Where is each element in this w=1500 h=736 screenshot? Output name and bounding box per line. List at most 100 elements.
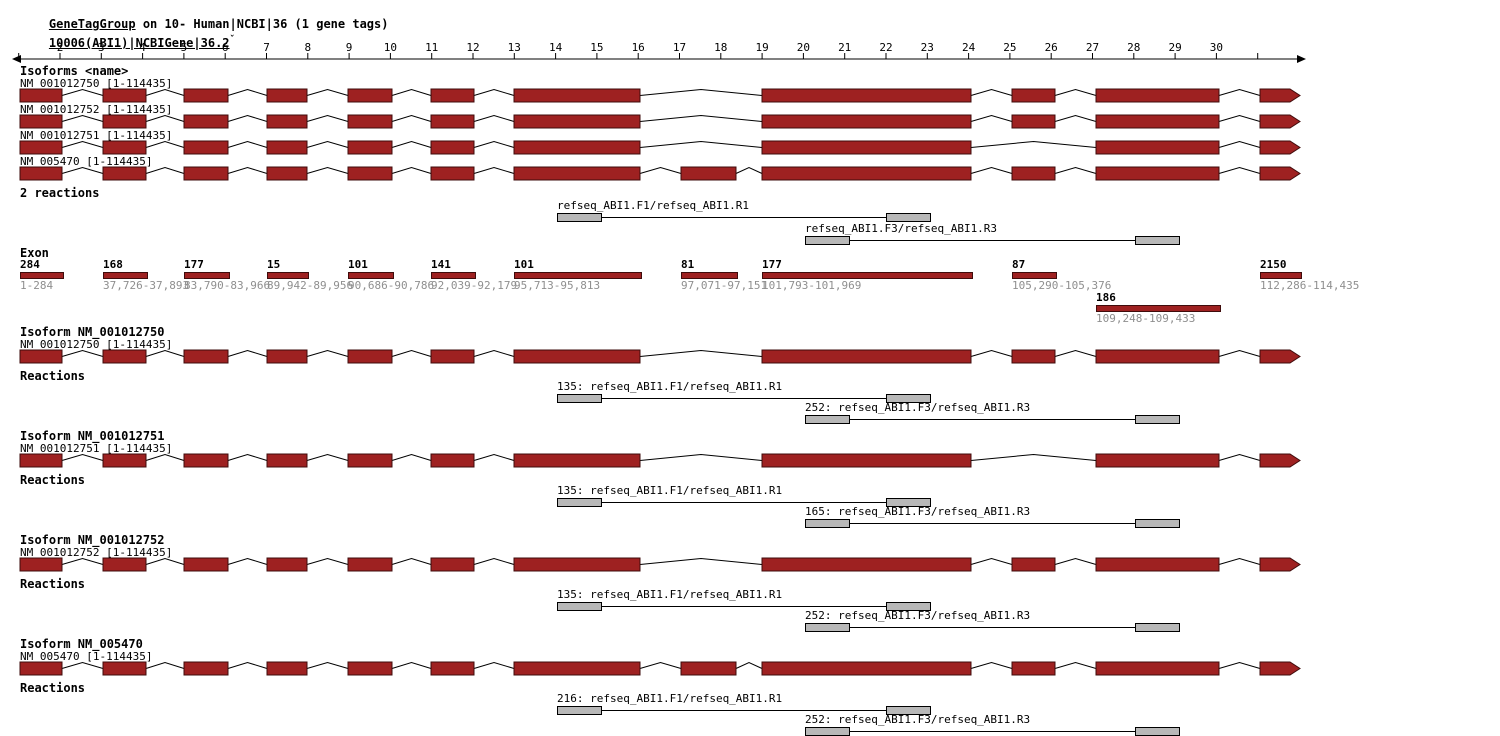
exon-box <box>1095 140 1220 155</box>
track-label-nm-001012751: NM_001012751 [1-114435] <box>20 129 173 142</box>
ruler-tick-label: 8 <box>304 41 311 54</box>
exon-entry: 101 95,713-95,813 <box>514 259 642 291</box>
forward-primer-box <box>805 727 850 736</box>
exon-box <box>761 166 972 181</box>
exon-box <box>266 557 308 572</box>
exon-box <box>513 114 641 129</box>
exon-bar <box>20 272 64 279</box>
intron-line <box>145 557 185 565</box>
exon-box <box>761 349 972 364</box>
intron-line <box>970 661 1013 669</box>
exon-coordinates: 90,686-90,786 <box>348 279 435 292</box>
intron-line <box>1218 88 1261 96</box>
track-label: NM_001012750 [1-114435] <box>20 338 173 351</box>
reaction-label: refseq_ABI1.F3/refseq_ABI1.R3 <box>805 222 998 235</box>
intron-line <box>1218 557 1261 565</box>
ruler-tick-label: 27 <box>1086 41 1099 54</box>
exon-box-terminal-arrow <box>1259 349 1301 364</box>
intron-line <box>639 661 682 669</box>
intron-line <box>61 557 104 565</box>
intron-line <box>391 88 432 96</box>
exon-box <box>183 453 229 468</box>
isoform-section-nm-001012752: Isoform NM_001012752 NM_001012752 [1-114… <box>0 533 1500 635</box>
exon-entry: 177 83,790-83,966 <box>184 259 270 291</box>
exon-bar <box>514 272 642 279</box>
forward-primer-box <box>557 706 602 715</box>
intron-line <box>639 349 763 357</box>
gene-tag-group-link[interactable]: GeneTagGroup <box>48 17 136 31</box>
intron-line <box>473 114 515 122</box>
exon-box <box>1011 557 1056 572</box>
isoform-section-heading: Isoform NM_001012752 <box>20 533 165 547</box>
intron-line <box>639 557 763 565</box>
ruler-tick-label: 10 <box>384 41 397 54</box>
intron-line <box>227 114 268 122</box>
exon-box <box>430 140 475 155</box>
amplicon-line <box>600 606 886 607</box>
exon-box <box>183 349 229 364</box>
exon-coordinates: 112,286-114,435 <box>1260 279 1360 292</box>
exon-box <box>19 661 63 676</box>
reverse-primer-box <box>886 213 931 222</box>
exon-box <box>266 88 308 103</box>
ruler-tick-label: 6 <box>222 41 229 54</box>
intron-line <box>639 114 763 122</box>
exon-box <box>19 114 63 129</box>
header-context-text: on 10- Human|NCBI|36 (1 gene tags) <box>135 17 389 31</box>
exon-box <box>1095 88 1220 103</box>
isoform-section-nm-001012750: Isoform NM_001012750 NM_001012750 [1-114… <box>0 325 1500 427</box>
intron-line <box>61 661 104 669</box>
ruler-tick-label: 30 <box>1210 41 1223 54</box>
exon-length: 177 <box>762 258 782 271</box>
ruler-tick-label: 20 <box>797 41 810 54</box>
intron-line <box>1054 166 1097 174</box>
intron-line <box>61 114 104 122</box>
exon-bar <box>184 272 230 279</box>
exon-box <box>1095 349 1220 364</box>
intron-line <box>639 140 763 148</box>
intron-line <box>306 349 349 357</box>
intron-line <box>227 661 268 669</box>
intron-line <box>970 140 1097 148</box>
intron-line <box>391 114 432 122</box>
exon-box <box>680 661 737 676</box>
forward-primer-box <box>557 498 602 507</box>
intron-line <box>1054 349 1097 357</box>
exon-box <box>19 166 63 181</box>
reaction-row: 252: refseq_ABI1.F3/refseq_ABI1.R3 <box>0 402 1500 426</box>
ruler-arrow-right <box>1297 55 1306 63</box>
exon-length: 101 <box>348 258 368 271</box>
ruler-tick-label: 28 <box>1127 41 1140 54</box>
intron-line <box>61 88 104 96</box>
intron-line <box>1218 140 1261 148</box>
exon-box <box>430 557 475 572</box>
reaction-label: 252: refseq_ABI1.F3/refseq_ABI1.R3 <box>805 713 1031 726</box>
amplicon-line <box>848 240 1135 241</box>
exon-box <box>1011 349 1056 364</box>
exon-entry: 15 89,942-89,956 <box>267 259 353 291</box>
reaction-label: 252: refseq_ABI1.F3/refseq_ABI1.R3 <box>805 401 1031 414</box>
exon-bar <box>762 272 973 279</box>
exon-box <box>347 140 393 155</box>
intron-line <box>735 661 763 669</box>
reaction-row: 216: refseq_ABI1.F1/refseq_ABI1.R1 <box>0 693 1500 717</box>
exon-box-terminal-arrow <box>1259 557 1301 572</box>
intron-line <box>1054 661 1097 669</box>
exon-bar <box>348 272 394 279</box>
exon-box <box>680 166 737 181</box>
exon-box <box>19 349 63 364</box>
intron-line <box>145 166 185 174</box>
exon-coordinates: 95,713-95,813 <box>514 279 601 292</box>
exon-entry: 141 92,039-92,179 <box>431 259 517 291</box>
exon-box-terminal-arrow <box>1259 453 1301 468</box>
exon-coordinates: 109,248-109,433 <box>1096 312 1196 325</box>
intron-line <box>473 88 515 96</box>
reaction-row: 135: refseq_ABI1.F1/refseq_ABI1.R1 <box>0 381 1500 405</box>
ruler-tick-label: 9 <box>346 41 353 54</box>
gene-link[interactable]: 10006(ABI1)|NCBIGene|36.2 <box>48 36 230 50</box>
exon-length: 15 <box>267 258 281 271</box>
reaction-label: 135: refseq_ABI1.F1/refseq_ABI1.R1 <box>557 380 783 393</box>
exon-box <box>513 140 641 155</box>
exon-bar <box>267 272 309 279</box>
exon-length: 168 <box>103 258 123 271</box>
